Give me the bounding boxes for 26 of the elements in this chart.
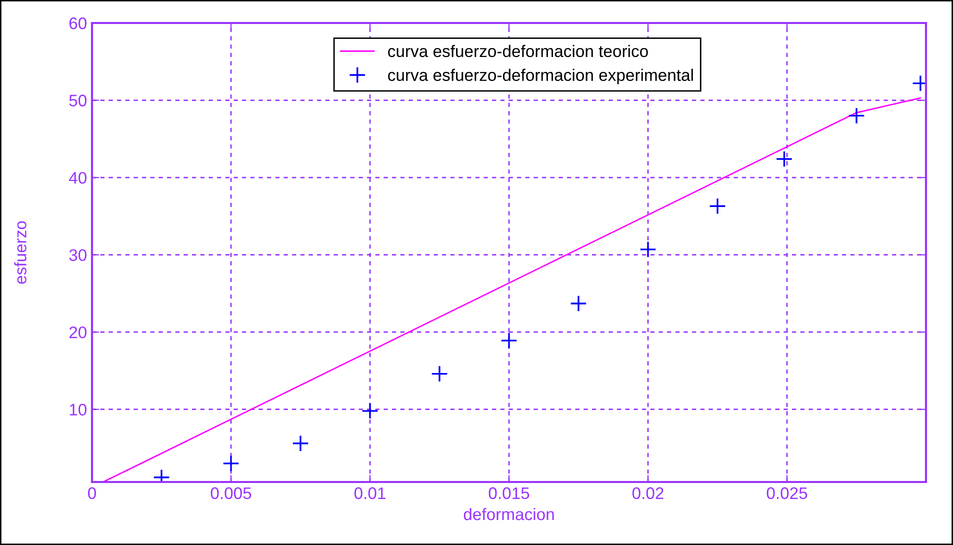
point [640,240,656,258]
point [709,198,726,215]
point [570,295,587,312]
point [222,454,240,472]
y-tick-label: 20 [69,326,86,338]
point [500,332,518,350]
y-tick-label: 30 [69,249,86,262]
y-tick-label: 50 [69,94,86,106]
point [848,107,865,124]
x-tick-label: 0.015 [488,487,530,500]
x-tick-label: 0.025 [766,487,808,500]
y-tick-label: 60 [69,17,86,30]
y-tick-label: 40 [68,172,86,184]
x-axis-title: deformacion [464,508,554,520]
x-tick-label: 0.005 [210,487,252,500]
x-tick-label: 0.01 [354,487,386,500]
y-tick-label: 10 [70,404,86,416]
x-tick-label: 0 [88,487,96,500]
point [776,150,793,168]
point [431,365,448,382]
x-tick-label: 0.02 [632,487,664,500]
y-axis-title: esfuerzo [14,221,26,284]
legend-label: curva esfuerzo-deformacion experimental [388,68,693,84]
legend-label: curva esfuerzo-deformacion teorico [388,44,648,58]
point [362,402,378,420]
point [292,434,309,452]
